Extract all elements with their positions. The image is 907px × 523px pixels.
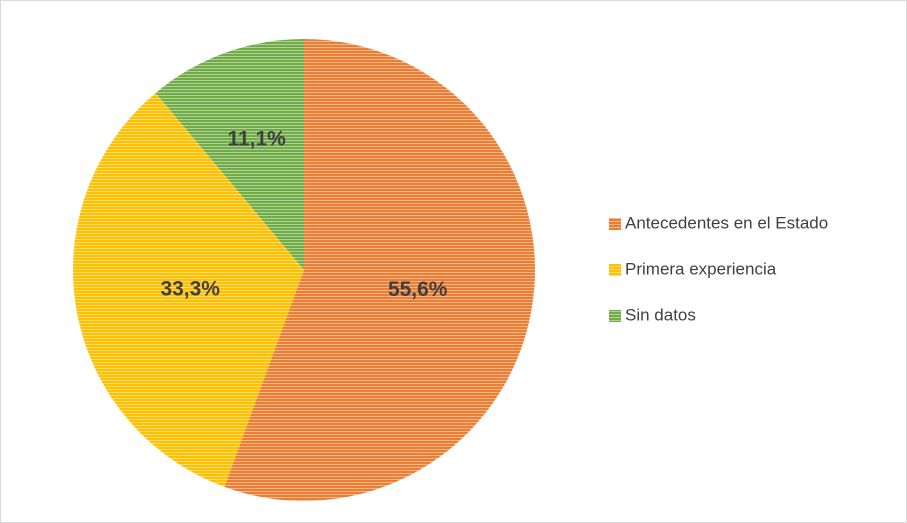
pie-slice	[155, 39, 304, 270]
data-label: 11,1%	[227, 127, 286, 150]
pie-slice	[72, 92, 304, 487]
legend-swatch	[609, 218, 621, 230]
legend-swatch	[609, 264, 621, 276]
legend-label: Antecedentes en el Estado	[625, 213, 828, 232]
legend-swatch	[609, 310, 621, 322]
legend-label: Primera experiencia	[625, 259, 777, 278]
data-label: 55,6%	[388, 278, 448, 301]
pie-slice	[224, 39, 535, 501]
legend-label: Sin datos	[625, 305, 696, 324]
data-label: 33,3%	[160, 277, 220, 300]
